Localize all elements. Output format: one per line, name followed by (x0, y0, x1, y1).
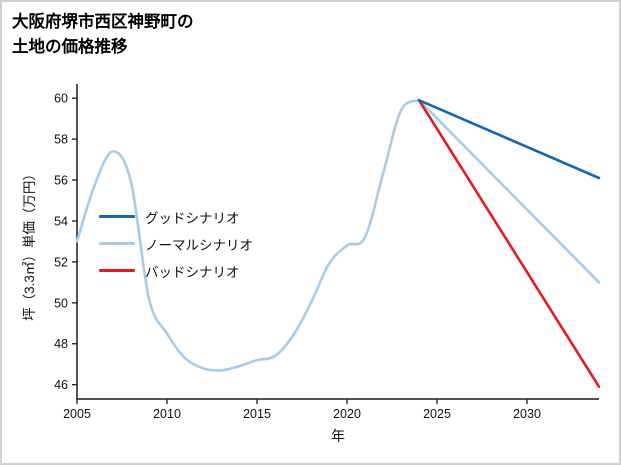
x-axis-label: 年 (331, 428, 345, 444)
y-tick-label: 52 (54, 255, 68, 269)
legend-item: ノーマルシナリオ (99, 230, 253, 257)
y-tick-label: 46 (54, 378, 68, 392)
legend-line-swatch (99, 215, 135, 218)
y-tick-label: 56 (54, 174, 68, 188)
chart-title-line1: 大阪府堺市西区神野町の (12, 13, 194, 31)
y-tick-label: 58 (54, 133, 68, 147)
x-tick-label: 2015 (243, 407, 271, 421)
series-bad-scenario (417, 98, 601, 388)
x-tick-label: 2025 (423, 407, 451, 421)
x-tick-label: 2010 (153, 407, 181, 421)
legend-line-swatch (99, 269, 135, 272)
x-tick-label: 2005 (63, 407, 91, 421)
y-axis-label: 坪（3.3㎡）単価（万円） (22, 167, 37, 321)
chart-title-line2: 土地の価格推移 (12, 37, 128, 56)
x-tick-label: 2030 (513, 407, 541, 421)
legend-item: グッドシナリオ (99, 203, 253, 230)
legend-label: グッドシナリオ (145, 210, 240, 226)
series-normal-scenario (417, 98, 601, 284)
y-tick-label: 48 (54, 337, 68, 351)
chart-title: 大阪府堺市西区神野町の 土地の価格推移 (12, 10, 194, 60)
legend: グッドシナリオ ノーマルシナリオ バッドシナリオ (99, 203, 253, 284)
legend-label: バッドシナリオ (145, 264, 240, 280)
series-history-normal (75, 98, 421, 372)
legend-item: バッドシナリオ (99, 257, 253, 284)
series-good-scenario (417, 98, 601, 180)
y-tick-label: 60 (54, 92, 68, 106)
x-tick-label: 2020 (333, 407, 361, 421)
legend-line-swatch (99, 242, 135, 245)
y-tick-label: 50 (54, 296, 68, 310)
y-tick-label: 54 (54, 214, 68, 228)
legend-label: ノーマルシナリオ (145, 237, 253, 253)
